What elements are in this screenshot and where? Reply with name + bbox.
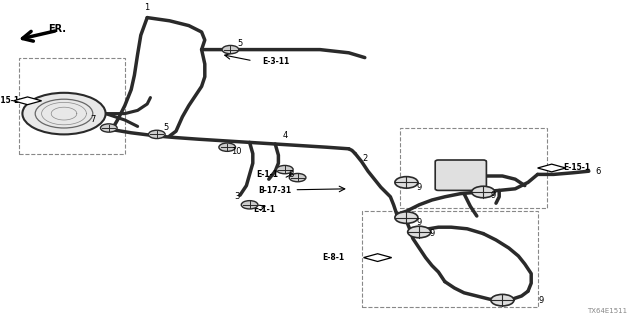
Text: 10: 10 — [232, 148, 242, 156]
Text: 5: 5 — [237, 39, 243, 48]
Text: 7: 7 — [90, 116, 95, 124]
Circle shape — [148, 130, 165, 139]
Text: 9: 9 — [490, 191, 495, 200]
Text: E-8-1: E-8-1 — [322, 253, 344, 262]
Text: E-15-1: E-15-1 — [563, 164, 590, 172]
Text: E-1-1: E-1-1 — [257, 170, 278, 179]
Text: 4: 4 — [282, 132, 287, 140]
Text: 2: 2 — [362, 154, 367, 163]
Text: 5: 5 — [164, 124, 169, 132]
Circle shape — [289, 173, 306, 182]
Text: 6: 6 — [596, 167, 601, 176]
Bar — [362, 211, 538, 307]
Text: 8: 8 — [289, 170, 294, 179]
Text: 3: 3 — [234, 192, 239, 201]
Circle shape — [491, 294, 514, 306]
Polygon shape — [364, 254, 392, 261]
Text: 9: 9 — [538, 296, 543, 305]
Circle shape — [395, 212, 418, 223]
Text: 9: 9 — [417, 218, 422, 227]
Circle shape — [222, 45, 239, 54]
Text: 9: 9 — [429, 229, 435, 238]
Text: FR.: FR. — [48, 24, 66, 34]
Polygon shape — [13, 97, 42, 105]
Circle shape — [276, 165, 293, 174]
Polygon shape — [538, 164, 566, 172]
Circle shape — [241, 201, 258, 209]
Text: E-3-11: E-3-11 — [262, 57, 290, 66]
Bar — [19, 58, 125, 154]
Circle shape — [408, 226, 431, 238]
Text: E-1-1: E-1-1 — [253, 205, 275, 214]
Text: B-17-31: B-17-31 — [258, 186, 291, 195]
Text: 9: 9 — [417, 183, 422, 192]
Bar — [400, 128, 547, 208]
Circle shape — [100, 124, 117, 132]
Text: E-15-1: E-15-1 — [0, 96, 19, 105]
Text: TX64E1511: TX64E1511 — [587, 308, 627, 314]
Text: 1: 1 — [145, 4, 150, 12]
FancyBboxPatch shape — [435, 160, 486, 190]
Circle shape — [219, 143, 236, 151]
Circle shape — [395, 177, 418, 188]
Circle shape — [472, 186, 495, 198]
Circle shape — [22, 93, 106, 134]
